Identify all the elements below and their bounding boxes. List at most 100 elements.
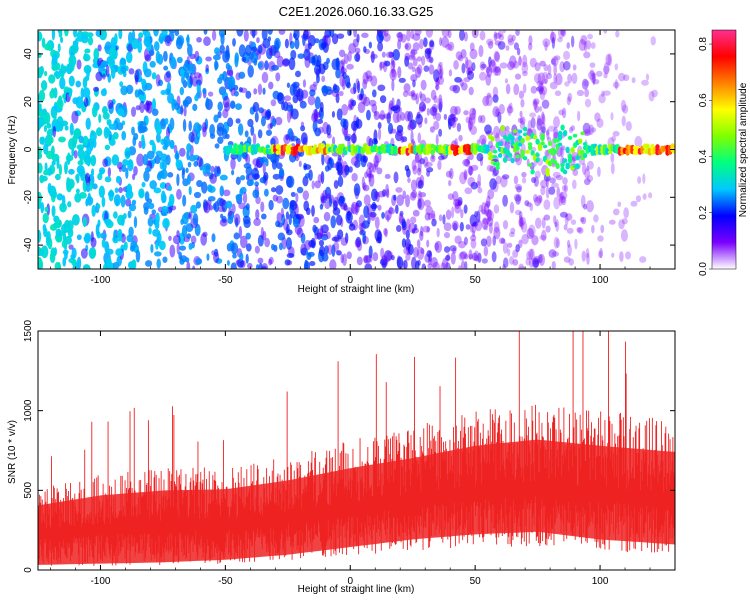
spectrogram-cell <box>439 65 444 79</box>
spectrogram-cell <box>87 36 94 46</box>
spectrogram-cell <box>534 62 541 72</box>
spectrogram-cell <box>439 68 443 80</box>
spectrogram-cell <box>84 172 90 183</box>
spectrogram-cell <box>389 128 397 134</box>
spectrogram-cell <box>98 167 106 175</box>
spectrogram-cell <box>415 92 420 105</box>
spectrogram-ridge-cell <box>525 149 530 154</box>
spectrogram-cell <box>463 236 468 246</box>
spectrogram-cell <box>285 237 293 250</box>
spectrogram-cell <box>329 158 335 169</box>
spectrogram-cell <box>527 120 532 133</box>
spectrogram-cell <box>131 38 139 50</box>
spectrogram-cell <box>253 218 261 227</box>
spectrogram-cell <box>202 166 207 176</box>
spectrogram-cell <box>370 188 378 202</box>
spectrogram-cell <box>343 127 348 138</box>
spectrogram-cell <box>40 136 46 146</box>
spectrogram-cell <box>152 142 156 154</box>
spectrogram-cell <box>251 46 258 53</box>
spectrogram-cell <box>424 212 431 221</box>
spectrogram-cell <box>342 71 347 79</box>
spectrogram-x-tick-label: 100 <box>592 275 609 286</box>
spectrogram-cell <box>572 64 577 71</box>
spectrogram-cell <box>580 216 587 225</box>
spectrogram-cell <box>138 188 145 199</box>
spectrogram-cell <box>211 233 216 243</box>
spectrogram-cell <box>502 30 507 34</box>
spectrogram-cell <box>254 181 259 187</box>
spectrogram-cell <box>64 30 69 37</box>
spectrogram-cell <box>435 112 442 122</box>
spectrogram-cell <box>521 221 528 233</box>
spectrogram-cell <box>59 76 66 90</box>
spectrogram-cell <box>527 42 533 51</box>
spectrogram-cell <box>513 42 520 51</box>
spectrogram-cell <box>487 209 492 222</box>
spectrogram-cell <box>71 214 80 226</box>
spectrogram-cell <box>348 223 356 231</box>
spectrogram-cell <box>542 71 549 85</box>
spectrogram-cell <box>458 251 466 261</box>
spectrogram-cell <box>361 176 365 190</box>
spectrogram-cell <box>637 176 642 184</box>
spectrogram-cell <box>567 92 573 102</box>
spectrogram-cell <box>306 252 312 261</box>
spectrogram-ridge-cell <box>510 157 515 164</box>
spectrogram-cell <box>518 263 525 269</box>
spectrogram-cell <box>283 133 291 145</box>
spectrogram-cell <box>176 56 183 64</box>
spectrogram-cell <box>227 75 236 89</box>
spectrogram-cell <box>416 239 421 249</box>
spectrogram-ridge-cell <box>540 136 545 142</box>
spectrogram-cell <box>345 232 349 244</box>
spectrogram-cell <box>379 61 383 72</box>
spectrogram-cell <box>143 206 149 215</box>
spectrogram-ridge-cell <box>293 150 298 156</box>
spectrogram-cell <box>159 153 168 162</box>
spectrogram-cell <box>392 111 400 124</box>
spectrogram-cell <box>217 101 223 112</box>
spectrogram-cell <box>385 51 394 59</box>
spectrogram-ridge-cell <box>565 146 570 154</box>
spectrogram-cell <box>178 251 183 260</box>
spectrogram-cell <box>521 61 529 74</box>
spectrogram-cell <box>294 70 301 78</box>
spectrogram-cell <box>522 83 527 94</box>
spectrogram-cell <box>363 205 370 219</box>
spectrogram-cell <box>75 80 82 88</box>
spectrogram-cell <box>167 172 174 178</box>
spectrogram-cell <box>316 228 324 239</box>
spectrogram-cell <box>402 90 409 98</box>
spectrogram-cell <box>222 71 228 82</box>
spectrogram-cell <box>380 247 385 259</box>
spectrogram-cell <box>348 166 353 173</box>
spectrogram-ridge-cell <box>582 142 588 146</box>
spectrogram-cell <box>536 80 544 87</box>
spectrogram-cell <box>514 209 522 216</box>
spectrogram-cell <box>514 73 522 80</box>
spectrogram-cell <box>342 253 347 267</box>
spectrogram-cell <box>131 126 135 136</box>
spectrogram-cell <box>289 40 295 49</box>
spectrogram-cell <box>155 212 160 225</box>
spectrogram-ridge-cell <box>562 169 568 175</box>
spectrogram-cell <box>417 198 422 209</box>
spectrogram-cell <box>309 89 316 97</box>
spectrogram-cell <box>492 86 499 98</box>
spectrogram-cell <box>390 60 395 74</box>
spectrogram-cell <box>231 203 236 214</box>
spectrogram-cell <box>183 106 187 117</box>
spectrogram-cell <box>230 101 235 109</box>
spectrogram-cell <box>509 256 515 265</box>
spectrogram-cell <box>465 59 473 70</box>
spectrogram-cell <box>411 66 416 72</box>
spectrogram-cell <box>598 93 606 104</box>
spectrogram-cell <box>52 125 57 138</box>
snr-y-tick-label: 1500 <box>23 319 34 342</box>
spectrogram-cell <box>324 245 329 255</box>
spectrogram-cell <box>536 85 544 92</box>
spectrogram-cell <box>239 87 248 94</box>
spectrogram-ridge-cell <box>562 129 568 137</box>
spectrogram-cell <box>138 94 145 101</box>
